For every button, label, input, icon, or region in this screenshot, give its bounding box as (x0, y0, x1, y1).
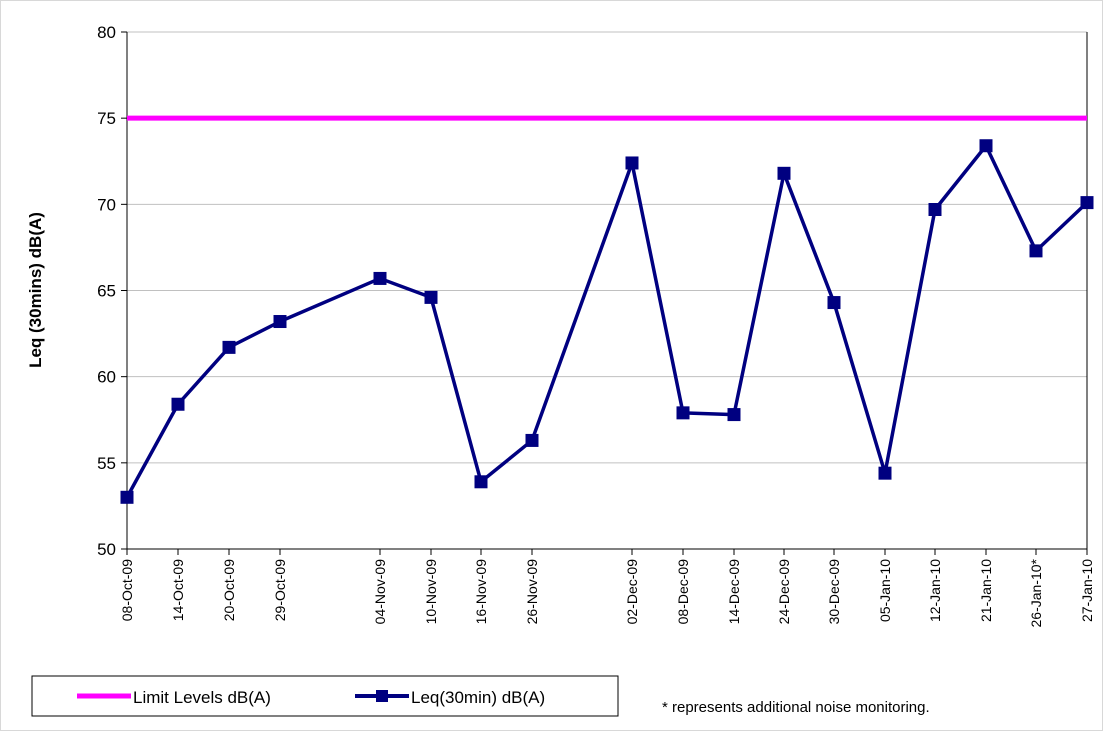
y-tick-label: 70 (97, 195, 116, 214)
x-tick-label: 14-Oct-09 (170, 559, 186, 621)
x-tick-label: 27-Jan-10 (1079, 559, 1095, 622)
x-tick-label: 08-Oct-09 (119, 559, 135, 621)
leq-point (474, 475, 488, 489)
leq-point (827, 296, 841, 310)
y-tick-label: 65 (97, 282, 116, 301)
y-tick-label: 80 (97, 23, 116, 42)
leq-point (171, 397, 185, 411)
legend-label-limit: Limit Levels dB(A) (133, 688, 271, 707)
y-axis: 50 55 60 65 70 75 80 (97, 23, 127, 559)
leq-point (676, 406, 690, 420)
y-tick-label: 75 (97, 109, 116, 128)
series-layer (120, 115, 1094, 504)
x-tick-label: 14-Dec-09 (726, 559, 742, 625)
y-tick-label: 60 (97, 368, 116, 387)
x-axis: 08-Oct-09 14-Oct-09 20-Oct-09 29-Oct-09 04-N… (119, 549, 1095, 628)
x-tick-label: 26-Jan-10* (1028, 558, 1044, 627)
leq-point (1080, 196, 1094, 210)
x-tick-label: 29-Oct-09 (272, 559, 288, 621)
x-tick-label: 05-Jan-10 (877, 559, 893, 622)
x-tick-label: 12-Jan-10 (927, 559, 943, 622)
y-axis-label: Leq (30mins) dB(A) (26, 212, 45, 368)
y-tick-label: 55 (97, 454, 116, 473)
leq-point (525, 433, 539, 447)
legend-marker-leq (376, 690, 388, 702)
x-tick-label: 20-Oct-09 (221, 559, 237, 621)
leq-line (125, 143, 1089, 499)
leq-point (777, 166, 791, 180)
legend-label-leq: Leq(30min) dB(A) (411, 688, 545, 707)
footnote: * represents additional noise monitoring… (662, 699, 930, 716)
leq-point (424, 290, 438, 304)
x-tick-label: 30-Dec-09 (826, 559, 842, 625)
leq-point (222, 340, 236, 354)
leq-point (727, 408, 741, 422)
x-tick-label: 04-Nov-09 (372, 559, 388, 625)
x-tick-label: 21-Jan-10 (978, 559, 994, 622)
leq-point (373, 271, 387, 285)
leq-point (878, 466, 892, 480)
x-tick-label: 08-Dec-09 (675, 559, 691, 625)
x-tick-label: 26-Nov-09 (524, 559, 540, 625)
leq-point (1029, 244, 1043, 258)
leq-point (120, 490, 134, 504)
x-tick-label: 24-Dec-09 (776, 559, 792, 625)
leq-point (625, 156, 639, 170)
leq-point (928, 203, 942, 217)
x-tick-label: 02-Dec-09 (624, 559, 640, 625)
y-tick-label: 50 (97, 540, 116, 559)
legend: Limit Levels dB(A) Leq(30min) dB(A) (31, 675, 619, 717)
x-tick-label: 16-Nov-09 (473, 559, 489, 625)
leq-point (273, 315, 287, 329)
leq-point (979, 139, 993, 153)
x-tick-label: 10-Nov-09 (423, 559, 439, 625)
